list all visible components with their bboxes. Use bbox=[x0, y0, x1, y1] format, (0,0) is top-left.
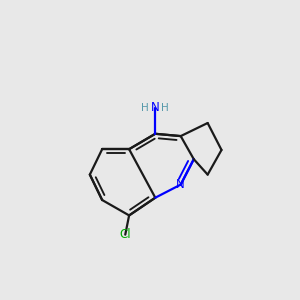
Text: N: N bbox=[151, 101, 160, 114]
Text: Cl: Cl bbox=[119, 228, 131, 241]
Text: H: H bbox=[141, 103, 149, 112]
Text: N: N bbox=[176, 178, 185, 191]
Text: H: H bbox=[161, 103, 169, 112]
